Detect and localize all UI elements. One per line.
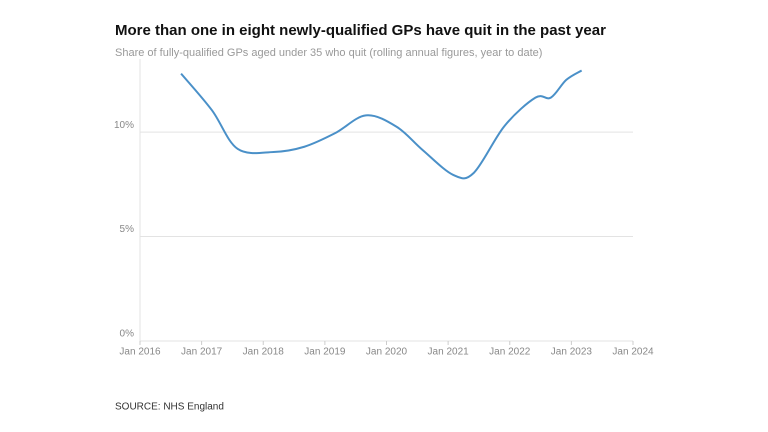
x-tick-label: Jan 2019 xyxy=(304,347,346,358)
chart-subtitle: Share of fully-qualified GPs aged under … xyxy=(115,47,542,59)
x-tick-label: Jan 2023 xyxy=(551,347,593,358)
y-tick-label: 0% xyxy=(120,329,135,340)
chart-title: More than one in eight newly-qualified G… xyxy=(115,22,606,39)
x-tick-label: Jan 2021 xyxy=(428,347,470,358)
x-tick-label: Jan 2022 xyxy=(489,347,531,358)
line xyxy=(180,69,583,180)
x-tick-label: Jan 2017 xyxy=(181,347,223,358)
x-tick-label: Jan 2018 xyxy=(243,347,285,358)
y-tick-label: 10% xyxy=(114,120,134,131)
source: SOURCE: NHS England xyxy=(115,402,224,413)
y-tick-label: 5% xyxy=(120,224,135,235)
x-tick-label: Jan 2024 xyxy=(612,347,654,358)
x-tick-label: Jan 2020 xyxy=(366,347,408,358)
x-tick-label: Jan 2016 xyxy=(119,347,161,358)
